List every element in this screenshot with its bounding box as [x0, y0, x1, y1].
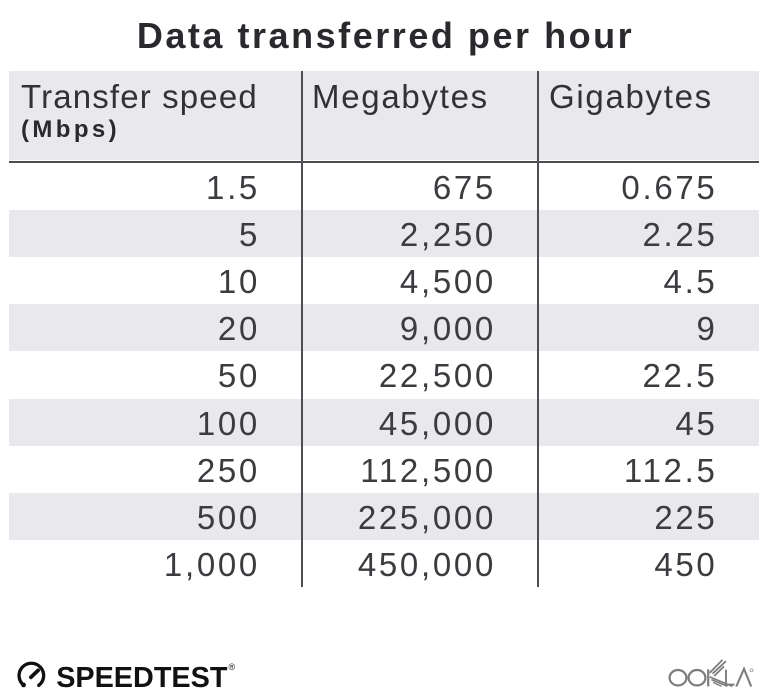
svg-text:SPEEDTEST: SPEEDTEST	[56, 662, 228, 694]
svg-text:®: ®	[229, 662, 236, 672]
